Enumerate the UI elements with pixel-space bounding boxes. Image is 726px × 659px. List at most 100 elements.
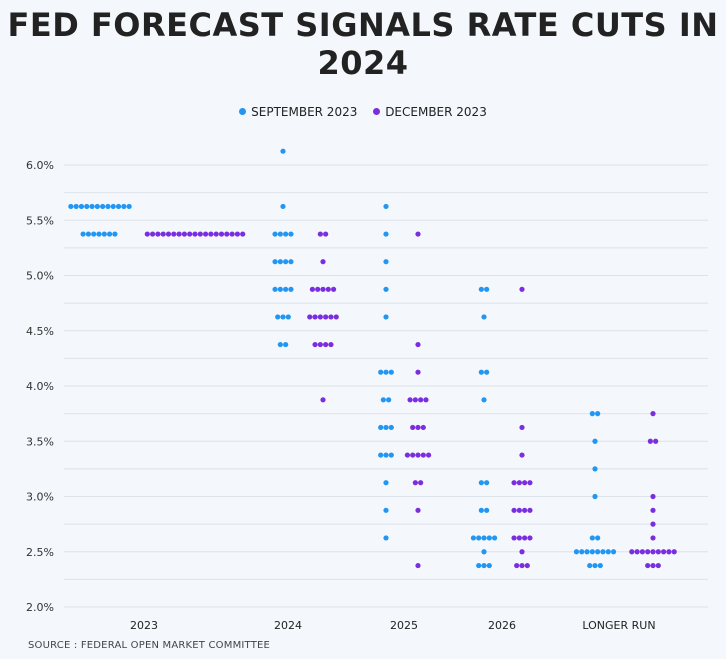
dot-september-2023: [383, 480, 389, 486]
legend-swatch-september: [239, 107, 247, 115]
dot-september-2023: [288, 286, 294, 292]
dot-september-2023: [481, 397, 487, 403]
dot-december-2023: [331, 286, 337, 292]
dot-december-2023: [187, 231, 193, 237]
dot-december-2023: [661, 549, 667, 555]
dot-december-2023: [650, 411, 656, 417]
dot-september-2023: [277, 286, 283, 292]
dot-september-2023: [288, 231, 294, 237]
y-tick-label: 4.0%: [26, 380, 54, 393]
dot-december-2023: [650, 493, 656, 500]
dot-december-2023: [650, 562, 656, 569]
dot-september-2023: [378, 369, 384, 375]
dot-december-2023: [317, 314, 323, 320]
x-category-label: 2023: [130, 619, 158, 632]
source-note: SOURCE : FEDERAL OPEN MARKET COMMITTEE: [28, 640, 271, 651]
dot-september-2023: [283, 341, 289, 348]
dot-september-2023: [383, 231, 389, 237]
dot-december-2023: [229, 231, 235, 237]
dot-september-2023: [386, 397, 392, 403]
dot-december-2023: [415, 369, 421, 375]
y-tick-label: 6.0%: [26, 159, 54, 172]
dot-december-2023: [176, 231, 182, 237]
dot-september-2023: [592, 466, 598, 472]
dot-december-2023: [165, 231, 172, 237]
dot-september-2023: [486, 562, 492, 569]
dot-september-2023: [272, 286, 278, 292]
dot-december-2023: [650, 549, 656, 555]
dot-december-2023: [511, 480, 517, 486]
dot-december-2023: [519, 562, 525, 569]
dot-september-2023: [481, 314, 487, 320]
dot-september-2023: [478, 507, 484, 513]
x-category-label: 2024: [274, 619, 302, 632]
dot-september-2023: [126, 203, 132, 210]
dot-december-2023: [320, 259, 326, 265]
dot-december-2023: [407, 397, 413, 403]
dot-september-2023: [478, 480, 484, 486]
x-category-label: LONGER RUN: [582, 619, 655, 632]
dot-september-2023: [383, 369, 389, 375]
dot-september-2023: [478, 286, 484, 292]
dot-december-2023: [325, 286, 331, 292]
dot-december-2023: [412, 397, 418, 403]
dot-september-2023: [380, 397, 386, 403]
dot-december-2023: [404, 452, 410, 458]
dot-september-2023: [484, 286, 490, 292]
dot-december-2023: [645, 549, 651, 555]
dot-december-2023: [519, 286, 525, 292]
dot-september-2023: [280, 148, 286, 154]
dot-september-2023: [68, 203, 74, 210]
dot-september-2023: [610, 549, 617, 555]
dot-september-2023: [85, 231, 91, 237]
dot-september-2023: [277, 231, 283, 237]
dot-september-2023: [272, 259, 278, 265]
dot-september-2023: [283, 259, 289, 265]
dot-december-2023: [320, 286, 326, 292]
dot-september-2023: [383, 203, 389, 210]
dot-december-2023: [415, 231, 421, 237]
dot-december-2023: [224, 231, 230, 237]
dot-december-2023: [671, 549, 677, 555]
dot-september-2023: [283, 231, 289, 237]
dot-december-2023: [208, 231, 214, 237]
dot-september-2023: [288, 259, 294, 265]
dot-december-2023: [410, 452, 416, 458]
dot-december-2023: [333, 314, 339, 320]
dot-december-2023: [410, 424, 416, 431]
dot-december-2023: [519, 549, 525, 555]
dot-september-2023: [280, 314, 286, 320]
dot-december-2023: [192, 231, 198, 237]
dot-december-2023: [144, 231, 150, 237]
dot-december-2023: [234, 231, 240, 237]
dot-september-2023: [484, 480, 490, 486]
dot-september-2023: [107, 231, 113, 237]
legend-item-september: SEPTEMBER 2023: [239, 105, 357, 119]
dot-september-2023: [89, 203, 95, 210]
dot-september-2023: [383, 259, 389, 265]
dot-september-2023: [605, 549, 611, 555]
dot-december-2023: [629, 549, 635, 555]
dot-december-2023: [516, 507, 522, 513]
dot-september-2023: [579, 549, 585, 555]
dot-december-2023: [516, 535, 522, 541]
dot-september-2023: [112, 231, 118, 237]
dot-september-2023: [592, 562, 598, 569]
dot-december-2023: [666, 549, 672, 555]
dot-december-2023: [426, 452, 432, 458]
dot-december-2023: [412, 480, 418, 486]
dot-september-2023: [595, 411, 601, 417]
dot-december-2023: [650, 507, 656, 513]
dot-september-2023: [94, 203, 100, 210]
dot-september-2023: [600, 549, 606, 555]
dot-december-2023: [150, 231, 156, 237]
dot-december-2023: [323, 231, 329, 237]
y-tick-label: 3.0%: [26, 491, 54, 504]
dot-december-2023: [527, 535, 533, 541]
dot-december-2023: [522, 507, 528, 513]
dot-december-2023: [323, 341, 329, 348]
dot-september-2023: [589, 549, 595, 555]
dot-september-2023: [584, 549, 590, 555]
dot-september-2023: [277, 341, 283, 348]
dot-december-2023: [516, 480, 522, 486]
